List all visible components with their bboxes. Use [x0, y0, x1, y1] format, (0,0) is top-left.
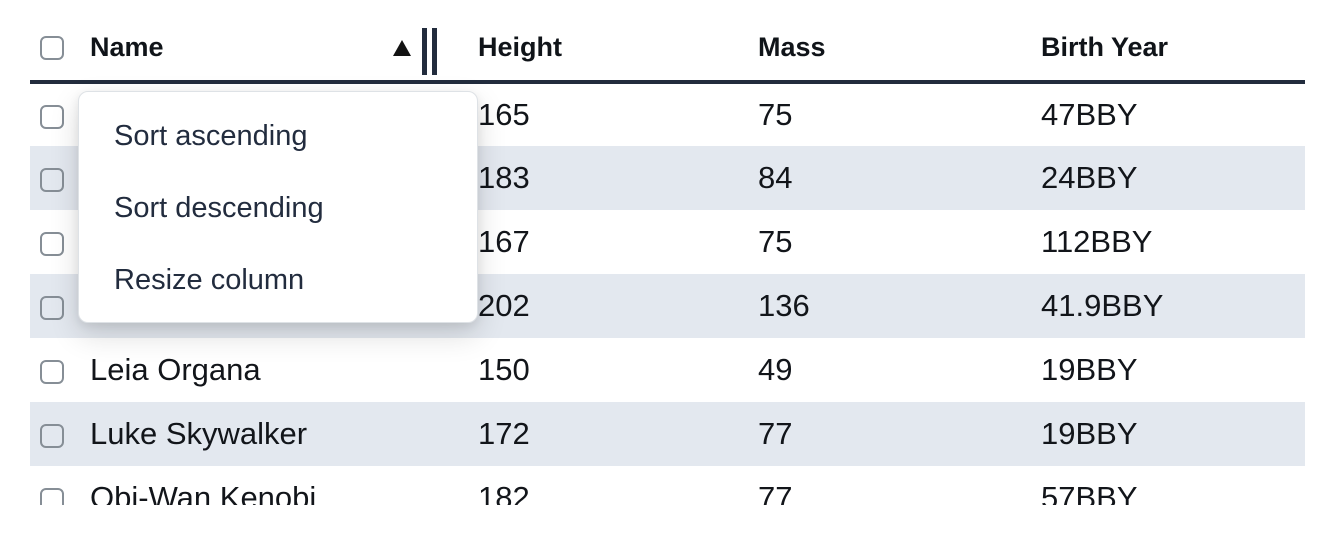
row-checkbox[interactable] — [40, 423, 64, 448]
column-resize-handle[interactable] — [422, 28, 437, 75]
table-row: Obi-Wan Kenobi 182 77 57BBY — [30, 466, 1305, 505]
cell-name: Luke Skywalker — [90, 416, 308, 451]
table-row: Leia Organa 150 49 19BBY — [30, 338, 1305, 402]
table-row: 165 75 47BBY — [30, 82, 1305, 146]
select-all-checkbox[interactable] — [40, 36, 64, 61]
column-header-height-label: Height — [478, 31, 562, 62]
row-checkbox[interactable] — [40, 104, 64, 129]
cell-height: 172 — [478, 416, 530, 451]
resize-bar-icon — [422, 28, 427, 75]
column-context-menu: Sort ascending Sort descending Resize co… — [78, 91, 478, 323]
column-header-height[interactable]: Height — [478, 14, 758, 84]
cell-mass: 75 — [758, 224, 793, 259]
cell-birth-year: 41.9BBY — [1041, 288, 1164, 323]
cell-name: Leia Organa — [90, 352, 261, 387]
cell-birth-year: 19BBY — [1041, 352, 1138, 387]
resize-bar-icon — [432, 28, 437, 75]
cell-height: 150 — [478, 352, 530, 387]
table-body: 165 75 47BBY 183 84 24BBY 167 75 112BBY — [30, 82, 1305, 505]
cell-mass: 77 — [758, 416, 793, 451]
table-row: Luke Skywalker 172 77 19BBY — [30, 402, 1305, 466]
data-table: Name Height Mass Birth Year — [30, 14, 1305, 505]
cell-height: 182 — [478, 480, 530, 505]
cell-height: 165 — [478, 97, 530, 132]
row-checkbox[interactable] — [40, 359, 64, 384]
cell-height: 202 — [478, 288, 530, 323]
column-header-name-label: Name — [90, 31, 164, 62]
table-row: 167 75 112BBY — [30, 210, 1305, 274]
cell-birth-year: 112BBY — [1041, 224, 1153, 259]
row-checkbox[interactable] — [40, 231, 64, 256]
header-row: Name Height Mass Birth Year — [30, 14, 1305, 84]
characters-table: Name Height Mass Birth Year — [30, 14, 1305, 505]
cell-mass: 49 — [758, 352, 793, 387]
menu-item-sort-ascending[interactable]: Sort ascending — [114, 119, 308, 152]
cell-birth-year: 57BBY — [1041, 480, 1138, 505]
cell-height: 167 — [478, 224, 530, 259]
row-checkbox[interactable] — [40, 167, 64, 192]
column-header-mass[interactable]: Mass — [758, 14, 1041, 84]
row-checkbox[interactable] — [40, 487, 64, 505]
cell-mass: 75 — [758, 97, 793, 132]
select-all-cell — [30, 14, 90, 84]
cell-birth-year: 19BBY — [1041, 416, 1138, 451]
cell-mass: 136 — [758, 288, 810, 323]
menu-item-sort-descending[interactable]: Sort descending — [114, 191, 324, 224]
cell-birth-year: 24BBY — [1041, 160, 1138, 195]
menu-item-resize-column[interactable]: Resize column — [114, 263, 305, 296]
table-header: Name Height Mass Birth Year — [30, 14, 1305, 84]
column-header-birth-year-label: Birth Year — [1041, 31, 1169, 62]
cell-name: Obi-Wan Kenobi — [90, 480, 317, 505]
column-header-mass-label: Mass — [758, 31, 826, 62]
cell-mass: 84 — [758, 160, 793, 195]
cell-height: 183 — [478, 160, 530, 195]
sort-ascending-icon[interactable] — [393, 40, 411, 56]
cell-birth-year: 47BBY — [1041, 97, 1138, 132]
row-checkbox[interactable] — [40, 295, 64, 320]
column-header-birth-year[interactable]: Birth Year — [1041, 14, 1305, 84]
column-header-name[interactable]: Name — [90, 14, 478, 84]
cell-mass: 77 — [758, 480, 793, 505]
